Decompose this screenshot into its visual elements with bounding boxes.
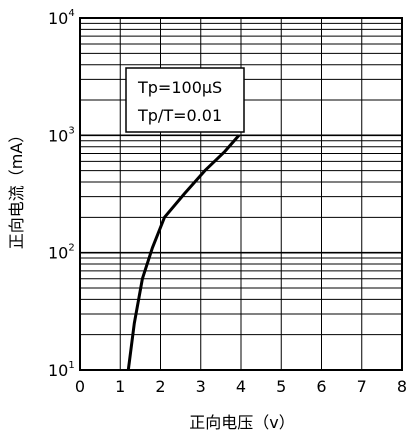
y-tick-label: 101 xyxy=(48,360,75,380)
x-tick-label: 2 xyxy=(155,377,165,396)
annotation-line-1: Tp=100μS xyxy=(137,78,222,97)
y-tick-label: 104 xyxy=(48,8,75,28)
x-tick-label: 6 xyxy=(316,377,326,396)
x-tick-label: 3 xyxy=(196,377,206,396)
y-tick-label: 103 xyxy=(48,125,75,145)
x-tick-label: 7 xyxy=(357,377,367,396)
annotation-box-frame xyxy=(125,67,245,133)
x-tick-label: 5 xyxy=(276,377,286,396)
y-axis-title: 正向电流（mA） xyxy=(7,127,26,250)
x-tick-labels: 0 1 2 3 4 5 6 7 8 xyxy=(75,377,407,396)
x-tick-label: 4 xyxy=(236,377,246,396)
annotation-line-2: Tp/T=0.01 xyxy=(137,106,222,125)
x-axis-title: 正向电压（v） xyxy=(189,413,294,432)
annotation-box: Tp=100μS Tp/T=0.01 xyxy=(125,67,245,133)
x-tick-label: 8 xyxy=(397,377,407,396)
series-line xyxy=(126,134,241,371)
x-tick-label: 0 xyxy=(75,377,85,396)
grid xyxy=(79,17,403,371)
y-tick-label: 102 xyxy=(48,243,75,263)
y-tick-labels: 101 102 103 104 xyxy=(48,8,75,380)
series-curve-group xyxy=(126,134,241,371)
x-tick-label: 1 xyxy=(115,377,125,396)
